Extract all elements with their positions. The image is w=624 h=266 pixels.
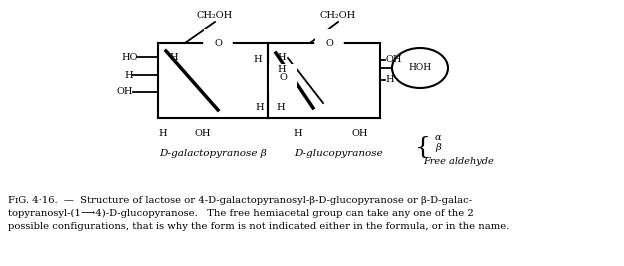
Text: HO: HO (122, 52, 138, 61)
Text: {: { (415, 135, 431, 159)
Text: H: H (170, 53, 178, 63)
Text: H: H (158, 130, 167, 139)
Text: D-galactopyranose β: D-galactopyranose β (159, 148, 267, 157)
Text: D-glucopyranose: D-glucopyranose (295, 148, 383, 157)
Text: FɪG. 4·16.  —  Structure of lactose or 4-D-galactopyranosyl-β-D-glucopyranose or: FɪG. 4·16. — Structure of lactose or 4-D… (8, 196, 472, 205)
Text: H: H (124, 70, 133, 80)
Text: H: H (278, 65, 286, 74)
Text: O: O (325, 39, 333, 48)
Text: β: β (435, 143, 441, 152)
Text: H: H (294, 130, 302, 139)
Text: OH: OH (195, 130, 212, 139)
Text: Free aldehyde: Free aldehyde (423, 157, 494, 167)
Text: H: H (276, 103, 285, 113)
Text: possible configurations, that is why the form is not indicated either in the for: possible configurations, that is why the… (8, 222, 509, 231)
Text: H: H (256, 103, 265, 113)
Text: OH: OH (117, 88, 133, 97)
Text: α: α (435, 132, 442, 142)
Text: topyranosyl-(1⟶4)-D-glucopyranose.   The free hemiacetal group can take any one : topyranosyl-(1⟶4)-D-glucopyranose. The f… (8, 209, 474, 218)
Text: OH: OH (352, 130, 368, 139)
Text: H: H (278, 53, 286, 63)
Text: H: H (254, 56, 262, 64)
Text: O: O (279, 73, 287, 82)
Text: O: O (214, 39, 222, 48)
Text: CH₂OH: CH₂OH (197, 10, 233, 19)
Text: HOH: HOH (409, 64, 432, 73)
Text: CH₂OH: CH₂OH (320, 10, 356, 19)
Text: H: H (385, 76, 394, 85)
Text: OH: OH (385, 56, 401, 64)
